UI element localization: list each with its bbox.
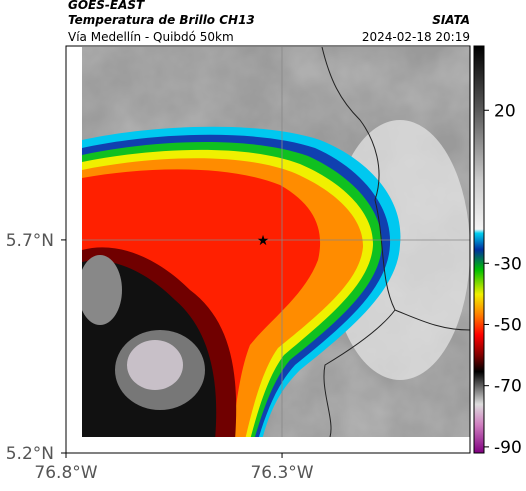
colorbar-tick-label: -50 — [494, 315, 522, 335]
y-tick-label: 5.7°N — [6, 231, 54, 251]
datetime: 2024-02-18 20:19 — [362, 30, 470, 44]
x-tick-label: 76.8°W — [34, 463, 97, 483]
x-tick-label: 76.3°W — [250, 463, 313, 483]
colorbar — [473, 45, 485, 454]
satellite-image — [82, 47, 470, 437]
colorbar-tick-label: 20 — [494, 101, 516, 121]
colorbar-tick-label: -30 — [494, 254, 522, 274]
colorbar-tick-label: -70 — [494, 377, 522, 397]
map-frame — [65, 45, 471, 454]
y-tick-label: 5.2°N — [6, 444, 54, 464]
title: GOES-EAST — [68, 0, 145, 12]
colorbar-tick-label: -90 — [494, 438, 522, 458]
ticks: 76.8°W 76.3°W 5.7°N 5.2°N 20 -30 -50 -70 -90 — [6, 101, 522, 483]
location-star: ★ — [257, 233, 270, 249]
source: SIATA — [432, 13, 470, 27]
subtitle: Temperatura de Brillo CH13 — [68, 13, 255, 27]
route: Vía Medellín - Quibdó 50km — [68, 30, 234, 44]
